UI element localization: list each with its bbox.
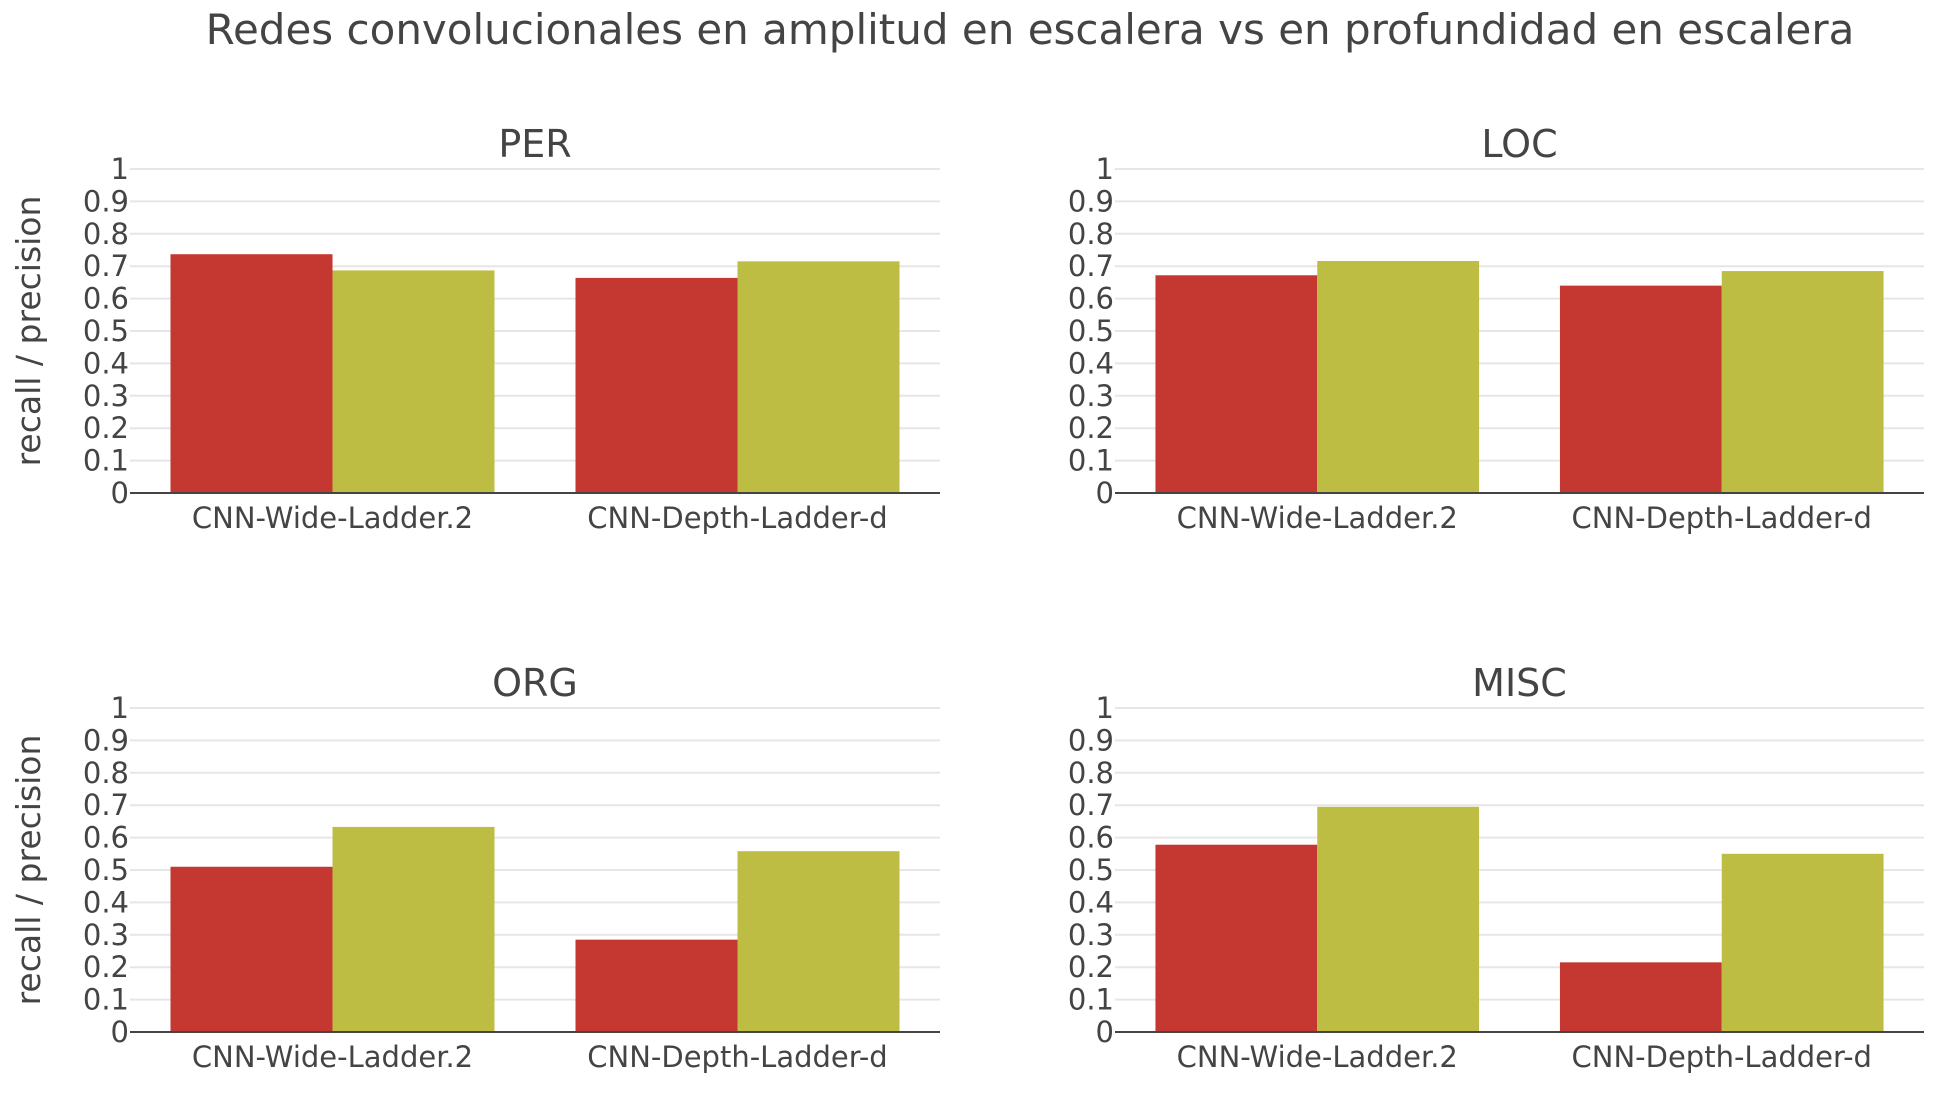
y-tick-label: 0.6	[1068, 282, 1114, 316]
x-category-label: CNN-Depth-Ladder-d	[587, 501, 887, 535]
bar	[737, 261, 900, 493]
chart-panel-loc: LOC 00.10.20.30.40.50.60.70.80.91 CNN-Wide…	[1068, 122, 1924, 535]
y-tick-label: 0.8	[1068, 217, 1114, 251]
chart-panel-org: ORG 00.10.20.30.40.50.60.70.80.91 CNN-Wide…	[9, 661, 940, 1074]
y-tick-label: 0.2	[1068, 950, 1114, 984]
bar	[575, 277, 738, 493]
bar	[1559, 285, 1722, 493]
panel-title: LOC	[1481, 122, 1557, 166]
y-tick-label: 0.7	[1068, 249, 1114, 283]
y-tick-label: 0.4	[1068, 346, 1114, 380]
bar	[170, 254, 333, 493]
y-tick-label: 0.9	[1068, 723, 1114, 757]
y-tick-label: 0.2	[83, 950, 129, 984]
bar	[575, 939, 738, 1032]
y-tick-label: 1	[111, 691, 129, 725]
x-category-label: CNN-Wide-Ladder.2	[192, 501, 473, 535]
bar	[332, 826, 495, 1032]
y-tick-label: 0.6	[83, 821, 129, 855]
y-tick-label: 0.8	[83, 756, 129, 790]
y-tick-label: 0.7	[83, 788, 129, 822]
y-axis-title: recall / precision	[9, 735, 48, 1006]
y-tick-label: 0.5	[1068, 853, 1114, 887]
y-tick-label: 0.7	[1068, 788, 1114, 822]
x-category-label: CNN-Wide-Ladder.2	[1177, 1040, 1458, 1074]
y-tick-label: 0.6	[1068, 821, 1114, 855]
panel-title: ORG	[492, 661, 578, 705]
y-tick-label: 0.4	[1068, 885, 1114, 919]
bar	[1559, 962, 1722, 1032]
bar	[1721, 271, 1884, 493]
x-category-label: CNN-Wide-Ladder.2	[192, 1040, 473, 1074]
panel-title: PER	[498, 122, 571, 166]
x-category-label: CNN-Depth-Ladder-d	[587, 1040, 887, 1074]
y-tick-label: 0	[1096, 1015, 1114, 1049]
y-tick-label: 0.1	[1068, 444, 1114, 478]
y-tick-label: 0	[111, 476, 129, 510]
x-category-label: CNN-Wide-Ladder.2	[1177, 501, 1458, 535]
x-category-label: CNN-Depth-Ladder-d	[1572, 501, 1872, 535]
figure-title: Redes convolucionales en amplitud en esc…	[206, 5, 1855, 54]
y-tick-label: 0.4	[83, 885, 129, 919]
x-category-label: CNN-Depth-Ladder-d	[1572, 1040, 1872, 1074]
y-tick-label: 0.8	[83, 217, 129, 251]
y-tick-label: 0.8	[1068, 756, 1114, 790]
chart-panel-misc: MISC 00.10.20.30.40.50.60.70.80.91 CNN-Wid…	[1068, 661, 1924, 1074]
y-tick-label: 0.3	[83, 379, 129, 413]
y-tick-label: 1	[1096, 691, 1114, 725]
bar	[332, 270, 495, 493]
y-tick-label: 0.3	[83, 918, 129, 952]
y-axis-title: recall / precision	[9, 196, 48, 467]
bar	[737, 851, 900, 1032]
y-tick-label: 0.5	[83, 314, 129, 348]
y-tick-label: 0.9	[1068, 184, 1114, 218]
y-tick-label: 0.3	[1068, 379, 1114, 413]
bar	[170, 866, 333, 1032]
y-tick-label: 1	[1096, 152, 1114, 186]
y-tick-label: 0.2	[83, 411, 129, 445]
bar	[1155, 844, 1318, 1032]
y-tick-label: 0.9	[83, 723, 129, 757]
bar	[1721, 853, 1884, 1032]
bar	[1317, 806, 1480, 1032]
panel-title: MISC	[1472, 661, 1567, 705]
y-tick-label: 0.1	[83, 444, 129, 478]
y-tick-label: 0.6	[83, 282, 129, 316]
chart-panel-per: PER 00.10.20.30.40.50.60.70.80.91 CNN-Wide…	[9, 122, 940, 535]
y-tick-label: 0.1	[83, 983, 129, 1017]
bar	[1155, 275, 1318, 493]
y-tick-label: 0.5	[83, 853, 129, 887]
bar	[1317, 261, 1480, 493]
y-tick-label: 0.9	[83, 184, 129, 218]
y-tick-label: 0	[111, 1015, 129, 1049]
y-tick-label: 0.7	[83, 249, 129, 283]
y-tick-label: 0.3	[1068, 918, 1114, 952]
y-tick-label: 0.1	[1068, 983, 1114, 1017]
y-tick-label: 1	[111, 152, 129, 186]
y-tick-label: 0.5	[1068, 314, 1114, 348]
y-tick-label: 0.4	[83, 346, 129, 380]
y-tick-label: 0.2	[1068, 411, 1114, 445]
y-tick-label: 0	[1096, 476, 1114, 510]
